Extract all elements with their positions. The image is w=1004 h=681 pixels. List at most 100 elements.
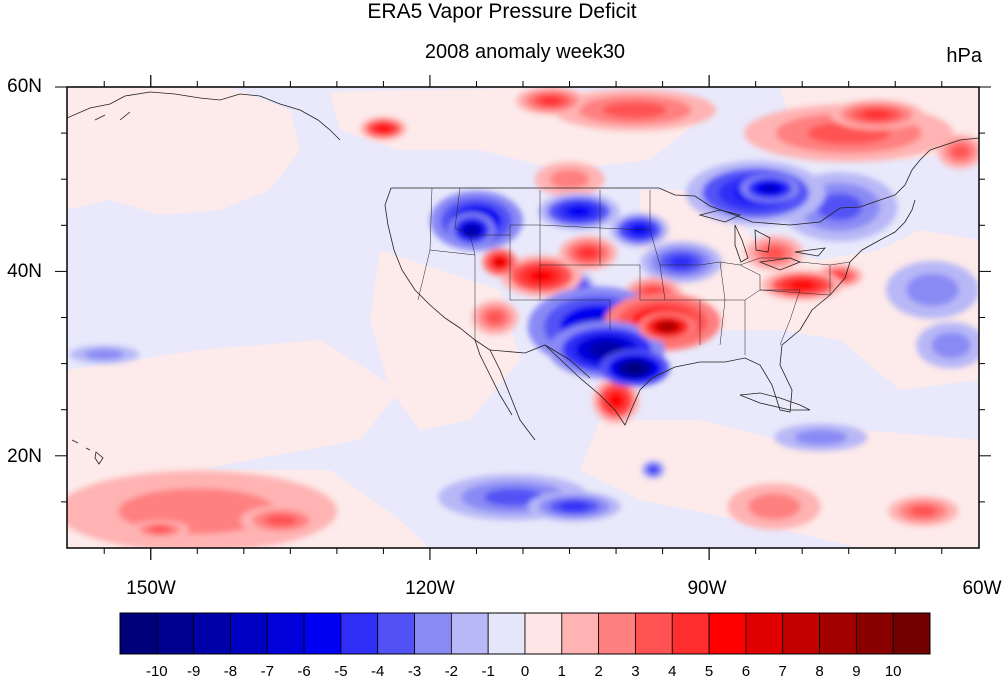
anomaly-patch: [794, 429, 848, 446]
colorbar-tick-label: 3: [631, 663, 640, 680]
anomaly-patch: [624, 362, 646, 374]
anomaly-patch: [862, 110, 891, 120]
colorbar-tick-label: -8: [223, 663, 238, 680]
colorbar-tick-label: -5: [334, 663, 348, 680]
anomaly-patch: [579, 247, 597, 259]
anomaly-patch: [566, 205, 592, 218]
colorbar-swatch: [598, 612, 636, 655]
colorbar-swatch: [635, 612, 673, 655]
colorbar-tick-label: 0: [520, 663, 530, 680]
colorbar-swatch: [487, 612, 526, 655]
colorbar-swatch: [340, 612, 379, 655]
anomaly-patch: [265, 514, 298, 527]
baja-coast: [474, 339, 513, 416]
colorbar-swatch: [156, 612, 195, 655]
anomaly-patch: [84, 349, 124, 360]
anomaly-patch: [668, 255, 694, 269]
anomaly-patch: [760, 184, 779, 193]
colorbar-swatch: [892, 612, 931, 655]
boundaries: [67, 91, 979, 465]
anomaly-patches: [67, 87, 979, 548]
colorbar-tick-label: 7: [778, 663, 787, 680]
colorbar: [119, 612, 931, 655]
anomaly-patch: [464, 224, 479, 236]
anomaly-patch: [909, 505, 937, 518]
figure-subtitle: 2008 anomaly week30: [424, 41, 626, 63]
anomaly-patch: [560, 501, 589, 512]
anomaly-patch: [529, 269, 554, 283]
colorbar-swatch: [524, 612, 563, 655]
colorbar-swatch: [119, 612, 158, 655]
anomaly-patch: [485, 310, 505, 325]
anomaly-patch: [931, 332, 971, 359]
anomaly-patch: [376, 125, 391, 132]
lon-label-90w: 90W: [687, 578, 727, 599]
colorbar-tick-label: 10: [884, 663, 902, 680]
colorbar-tick-label: 5: [704, 663, 714, 680]
great-lakes: [698, 209, 827, 271]
east-coast: [799, 199, 916, 331]
us-mexico-border: [489, 344, 591, 379]
colorbar-tick-label: 6: [741, 663, 751, 680]
colorbar-tick-label: -1: [481, 663, 495, 680]
colorbar-swatch: [377, 612, 415, 655]
figure-title: ERA5 Vapor Pressure Deficit: [367, 0, 637, 23]
colorbar-swatch: [819, 612, 857, 655]
colorbar-tick-label: 9: [852, 663, 861, 680]
colorbar-swatch: [266, 612, 305, 655]
anomaly-patch: [649, 466, 657, 473]
anomaly-patch: [549, 169, 590, 189]
colorbar-swatch: [303, 612, 342, 655]
units-label: hPa: [946, 45, 982, 67]
colorbar-tick-label: -7: [260, 663, 274, 680]
anomaly-patch: [658, 322, 677, 332]
colorbar-swatch: [450, 612, 489, 655]
colorbar-swatch: [561, 612, 600, 655]
colorbar-swatch: [671, 612, 710, 655]
canada-east-coast: [894, 137, 979, 196]
lon-label-120w: 120W: [405, 578, 455, 599]
lat-label-40n: 40N: [7, 261, 42, 282]
colorbar-tick-label: -4: [371, 663, 385, 680]
colorbar-outline: [119, 612, 931, 655]
plot-area: [67, 87, 979, 548]
us-canada-border: [391, 187, 896, 226]
colorbar-tick-label: 2: [594, 663, 603, 680]
colorbar-swatch: [708, 612, 747, 655]
colorbar-tick-label: -10: [145, 663, 168, 680]
colorbar-tick-label: -3: [407, 663, 422, 680]
alaska-coast: [67, 91, 341, 141]
colorbar-swatch: [230, 612, 268, 655]
lon-label-150w: 150W: [126, 578, 176, 599]
lat-label-60n: 60N: [7, 76, 42, 97]
anomaly-patch: [148, 525, 172, 534]
lon-label-60w: 60W: [962, 578, 1002, 599]
axis-ticks: [55, 75, 991, 560]
anomaly-patch: [789, 280, 815, 290]
anomaly-patch: [630, 224, 649, 236]
anomaly-patch: [762, 246, 786, 260]
anomaly-patch: [494, 257, 506, 267]
colorbar-swatch: [414, 612, 452, 655]
colorbar-swatch: [855, 612, 894, 655]
colorbar-tick-label: 8: [815, 663, 824, 680]
colorbar-tick-label: -9: [186, 663, 201, 680]
colorbar-tick-label: -6: [297, 663, 311, 680]
colorbar-swatch: [745, 612, 784, 655]
lat-label-20n: 20N: [7, 446, 42, 467]
anomaly-patch: [747, 493, 801, 520]
anomaly-patch: [816, 193, 863, 221]
colorbar-swatch: [193, 612, 231, 655]
anomaly-patch: [540, 96, 562, 106]
cuba: [739, 392, 811, 411]
colorbar-tick-label: 1: [557, 663, 566, 680]
gulf-coast: [544, 329, 801, 426]
anomaly-patch: [483, 488, 544, 507]
state-lines: [417, 187, 851, 355]
hawaii: [71, 439, 104, 465]
anomaly-patch: [951, 144, 970, 159]
anomaly-patch: [602, 101, 667, 119]
colorbar-swatch: [782, 612, 820, 655]
colorbar-tick-label: 4: [668, 663, 677, 680]
